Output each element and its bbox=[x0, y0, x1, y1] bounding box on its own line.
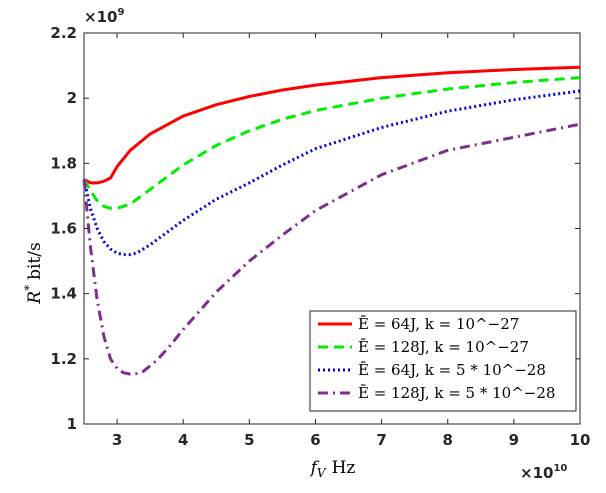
series-line-3 bbox=[82, 89, 581, 257]
ticks-layer: 3 4 5 6 7 8 9 10 1 1.2 1.4 1.6 1.8 2 2.2 bbox=[50, 24, 590, 449]
legend-label-3: Ē = 64J, k = 5 * 10^−28 bbox=[358, 361, 546, 379]
legend-box bbox=[309, 310, 577, 412]
legend: Ē = 64J, k = 10^−27 Ē = 128J, k = 10^−27 Ē… bbox=[309, 310, 577, 412]
y-multiplier-label: ×109 bbox=[84, 7, 124, 26]
y-tick-label: 1.6 bbox=[50, 220, 77, 238]
legend-label-4: Ē = 128J, k = 5 * 10^−28 bbox=[358, 384, 555, 402]
x-multiplier-label: ×1010 bbox=[520, 463, 567, 482]
y-tick-label: 1 bbox=[67, 415, 77, 433]
legend-label-1: Ē = 64J, k = 10^−27 bbox=[358, 315, 519, 333]
x-tick-label: 8 bbox=[443, 431, 453, 449]
x-tick-label: 5 bbox=[244, 431, 254, 449]
y-tick-label: 2 bbox=[67, 89, 77, 107]
y-tick-label: 1.8 bbox=[50, 154, 77, 172]
x-tick-label: 7 bbox=[376, 431, 386, 449]
x-tick-label: 9 bbox=[509, 431, 519, 449]
series-line-4 bbox=[82, 122, 581, 376]
series-layer bbox=[82, 65, 581, 376]
y-axis-label: R*bit/s bbox=[22, 242, 45, 304]
y-tick-label: 1.4 bbox=[50, 285, 77, 303]
x-tick-label: 3 bbox=[112, 431, 122, 449]
x-tick-label: 6 bbox=[310, 431, 320, 449]
x-axis-label: fV Hz bbox=[309, 458, 356, 480]
y-tick-label: 2.2 bbox=[50, 24, 77, 42]
legend-label-2: Ē = 128J, k = 10^−27 bbox=[358, 338, 529, 356]
x-tick-label: 10 bbox=[570, 431, 591, 449]
y-tick-label: 1.2 bbox=[50, 350, 77, 368]
x-tick-label: 4 bbox=[178, 431, 188, 449]
series-line-1 bbox=[83, 65, 581, 185]
series-line-2 bbox=[82, 76, 581, 210]
